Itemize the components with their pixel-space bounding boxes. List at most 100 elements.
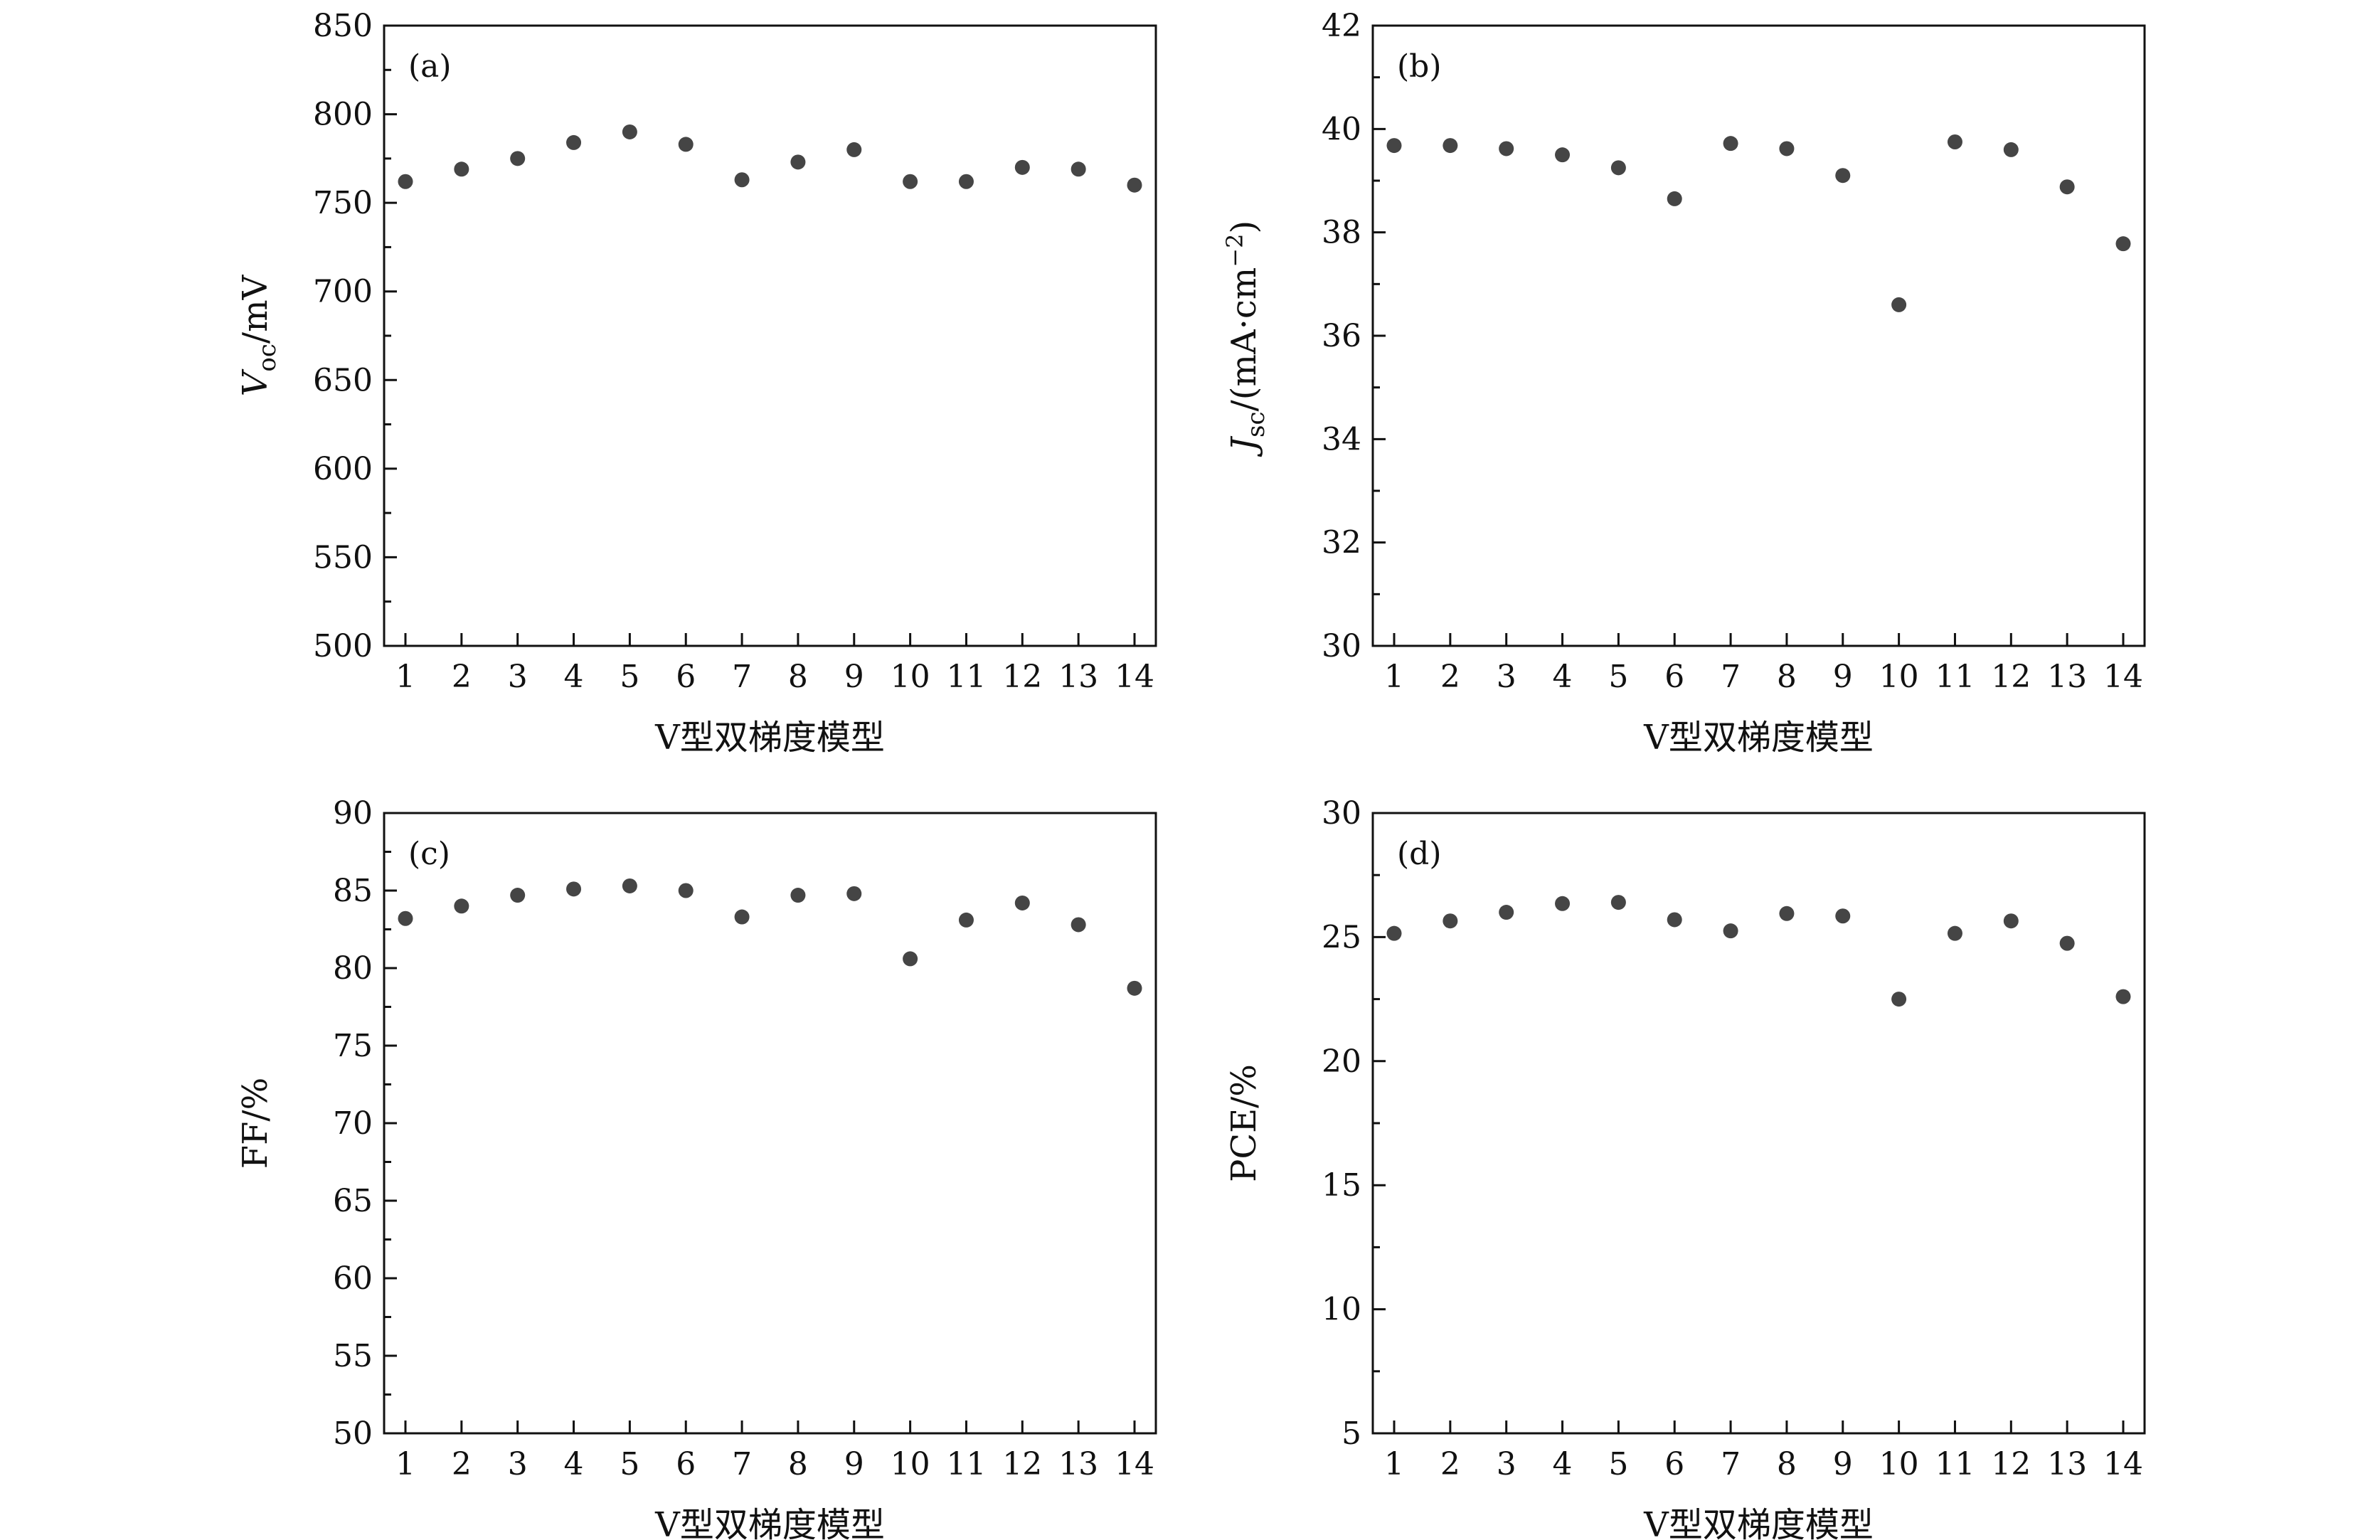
y-tick-label: 38 xyxy=(1322,215,1361,251)
data-point xyxy=(2059,179,2075,195)
x-tick-label: 6 xyxy=(1664,659,1684,695)
data-point xyxy=(1891,297,1907,312)
y-tick-label: 30 xyxy=(1322,628,1361,664)
data-point xyxy=(1386,925,1402,941)
x-tick-label: 7 xyxy=(1721,1446,1741,1482)
data-point xyxy=(1071,917,1086,933)
x-tick-label: 4 xyxy=(564,1446,584,1482)
y-tick-label: 34 xyxy=(1322,421,1361,457)
data-point xyxy=(903,951,918,967)
y-tick-label: 550 xyxy=(313,539,373,575)
y-tick-label: 60 xyxy=(333,1260,373,1297)
y-tick-label: 65 xyxy=(333,1183,373,1219)
data-point xyxy=(398,910,413,926)
x-tick-label: 2 xyxy=(1440,659,1460,695)
x-tick-label: 4 xyxy=(1553,1446,1573,1482)
y-tick-label: 800 xyxy=(313,97,373,133)
x-tick-label: 12 xyxy=(1002,1446,1042,1482)
x-tick-label: 2 xyxy=(452,659,472,695)
x-tick-label: 5 xyxy=(620,1446,639,1482)
data-point xyxy=(1835,168,1851,184)
panel-label: (b) xyxy=(1397,48,1442,85)
data-point xyxy=(2115,989,2131,1004)
x-tick-label: 14 xyxy=(2103,1446,2143,1482)
panel-a: 1 2 3 4 5 6 7 8 9 10 11 12 13 14500550600650700750800… xyxy=(235,8,1157,758)
data-point xyxy=(454,898,469,914)
data-point xyxy=(1071,161,1086,177)
data-point xyxy=(1499,141,1514,156)
data-point xyxy=(1014,895,1030,910)
x-tick-label: 10 xyxy=(1879,1446,1919,1482)
data-point xyxy=(734,172,750,188)
x-tick-label: 8 xyxy=(788,659,808,695)
x-tick-label: 3 xyxy=(508,1446,528,1482)
data-point xyxy=(1499,905,1514,920)
data-point xyxy=(846,142,862,157)
x-tick-label: 10 xyxy=(891,1446,930,1482)
y-tick-label: 850 xyxy=(313,8,373,44)
y-tick-label: 650 xyxy=(313,362,373,398)
data-point xyxy=(1555,896,1571,911)
x-tick-label: 1 xyxy=(1384,659,1404,695)
x-tick-label: 9 xyxy=(844,659,864,695)
x-axis-title: V型双梯度模型 xyxy=(654,718,885,758)
data-point xyxy=(790,888,806,903)
x-tick-label: 12 xyxy=(1002,659,1042,695)
data-point xyxy=(1014,159,1030,175)
data-point xyxy=(1386,138,1402,154)
data-point xyxy=(1667,191,1682,206)
y-tick-label: 40 xyxy=(1322,111,1361,147)
data-point xyxy=(678,883,694,898)
x-tick-label: 11 xyxy=(946,1446,986,1482)
y-tick-label: 70 xyxy=(333,1105,373,1142)
data-point xyxy=(2059,935,2075,951)
y-tick-label: 600 xyxy=(313,451,373,487)
y-tick-label: 10 xyxy=(1322,1292,1361,1328)
data-point xyxy=(622,878,637,893)
x-tick-label: 6 xyxy=(676,1446,696,1482)
y-tick-label: 30 xyxy=(1322,795,1361,832)
x-tick-label: 10 xyxy=(891,659,930,695)
data-point xyxy=(958,174,974,189)
x-tick-label: 2 xyxy=(452,1446,472,1482)
x-tick-label: 12 xyxy=(1991,659,2031,695)
x-tick-label: 7 xyxy=(1721,659,1741,695)
x-tick-label: 4 xyxy=(564,659,584,695)
x-tick-label: 13 xyxy=(1058,659,1098,695)
data-point xyxy=(398,174,413,189)
y-tick-label: 55 xyxy=(333,1338,373,1374)
data-point xyxy=(1667,912,1682,928)
plot-frame xyxy=(1371,24,2146,647)
y-tick-label: 500 xyxy=(313,628,373,664)
y-axis-title: PCE/% xyxy=(1224,1064,1264,1182)
data-point xyxy=(2115,236,2131,252)
x-tick-label: 3 xyxy=(1497,1446,1516,1482)
y-tick-label: 36 xyxy=(1322,318,1361,354)
x-tick-label: 2 xyxy=(1440,1446,1460,1482)
x-axis-title: V型双梯度模型 xyxy=(1643,718,1874,758)
x-tick-label: 11 xyxy=(946,659,986,695)
x-tick-label: 3 xyxy=(1497,659,1516,695)
x-tick-label: 1 xyxy=(395,659,415,695)
data-point xyxy=(1779,141,1795,156)
data-point xyxy=(1947,925,1962,941)
data-point xyxy=(1835,908,1851,924)
y-tick-label: 15 xyxy=(1322,1167,1361,1204)
data-point xyxy=(1610,160,1626,176)
data-point xyxy=(510,151,526,166)
data-point xyxy=(678,137,694,152)
y-axis-title: FF/% xyxy=(235,1078,275,1169)
x-tick-label: 6 xyxy=(1664,1446,1684,1482)
y-tick-label: 20 xyxy=(1322,1044,1361,1080)
x-tick-label: 7 xyxy=(732,659,752,695)
x-tick-label: 5 xyxy=(1608,659,1628,695)
data-point xyxy=(1723,136,1738,152)
x-tick-label: 8 xyxy=(1777,1446,1797,1482)
data-point xyxy=(1610,895,1626,910)
x-tick-label: 10 xyxy=(1879,659,1919,695)
y-tick-label: 80 xyxy=(333,950,373,987)
x-axis-title: V型双梯度模型 xyxy=(654,1505,885,1540)
plot-frame xyxy=(383,812,1157,1435)
x-tick-label: 12 xyxy=(1991,1446,2031,1482)
